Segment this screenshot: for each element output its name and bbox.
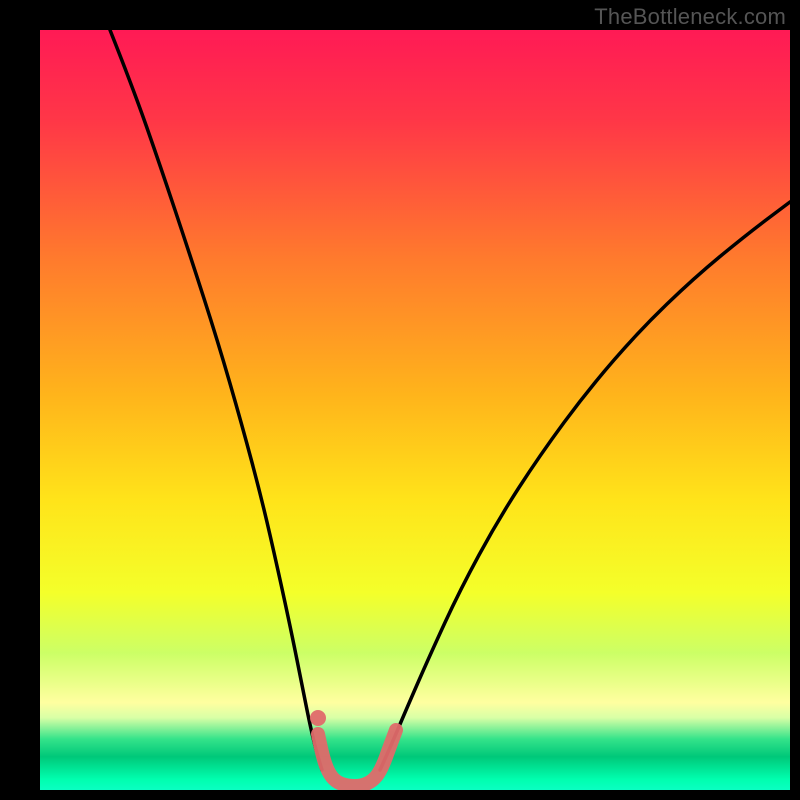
bottleneck-curve-chart xyxy=(0,0,800,800)
trough-marker-dot xyxy=(310,710,326,726)
chart-frame: TheBottleneck.com xyxy=(0,0,800,800)
watermark-text: TheBottleneck.com xyxy=(594,4,786,30)
